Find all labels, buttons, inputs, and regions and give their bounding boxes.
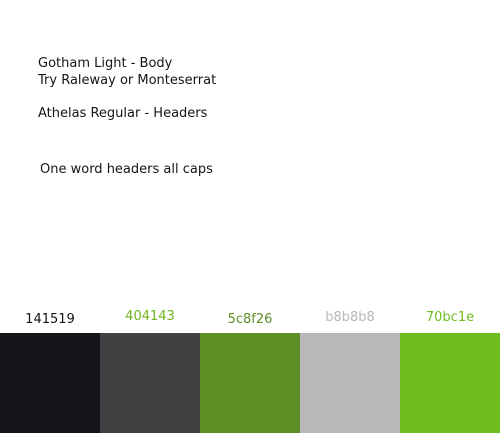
palette-labels: 141519 404143 5c8f26 b8b8b8 70bc1e [0,307,500,331]
swatch-4 [300,333,400,433]
swatch-label-5: 70bc1e [425,310,475,325]
swatch-label-4: b8b8b8 [325,310,375,325]
swatch-3 [200,333,300,433]
alternative-fonts-note: Try Raleway or Monteserrat [38,73,217,88]
swatch-label-2: 404143 [125,309,175,324]
header-style-note: One word headers all caps [40,162,213,177]
header-font-note: Athelas Regular - Headers [38,106,208,121]
swatch-1 [0,333,100,433]
swatch-5 [400,333,500,433]
swatch-2 [100,333,200,433]
color-palette [0,333,500,433]
swatch-label-3: 5c8f26 [227,312,273,327]
swatch-label-1: 141519 [25,312,75,327]
body-font-note: Gotham Light - Body [38,56,173,71]
